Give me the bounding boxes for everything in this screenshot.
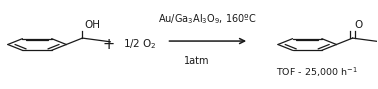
Text: TOF - 25,000 h$^{-1}$: TOF - 25,000 h$^{-1}$ bbox=[276, 65, 358, 79]
Text: +: + bbox=[102, 37, 115, 52]
Text: Au/Ga$_3$Al$_3$O$_9$, 160ºC: Au/Ga$_3$Al$_3$O$_9$, 160ºC bbox=[158, 13, 257, 26]
Text: OH: OH bbox=[84, 20, 100, 30]
Text: 1atm: 1atm bbox=[184, 56, 209, 66]
Text: 1/2 O$_2$: 1/2 O$_2$ bbox=[122, 38, 156, 51]
Text: O: O bbox=[355, 20, 363, 30]
